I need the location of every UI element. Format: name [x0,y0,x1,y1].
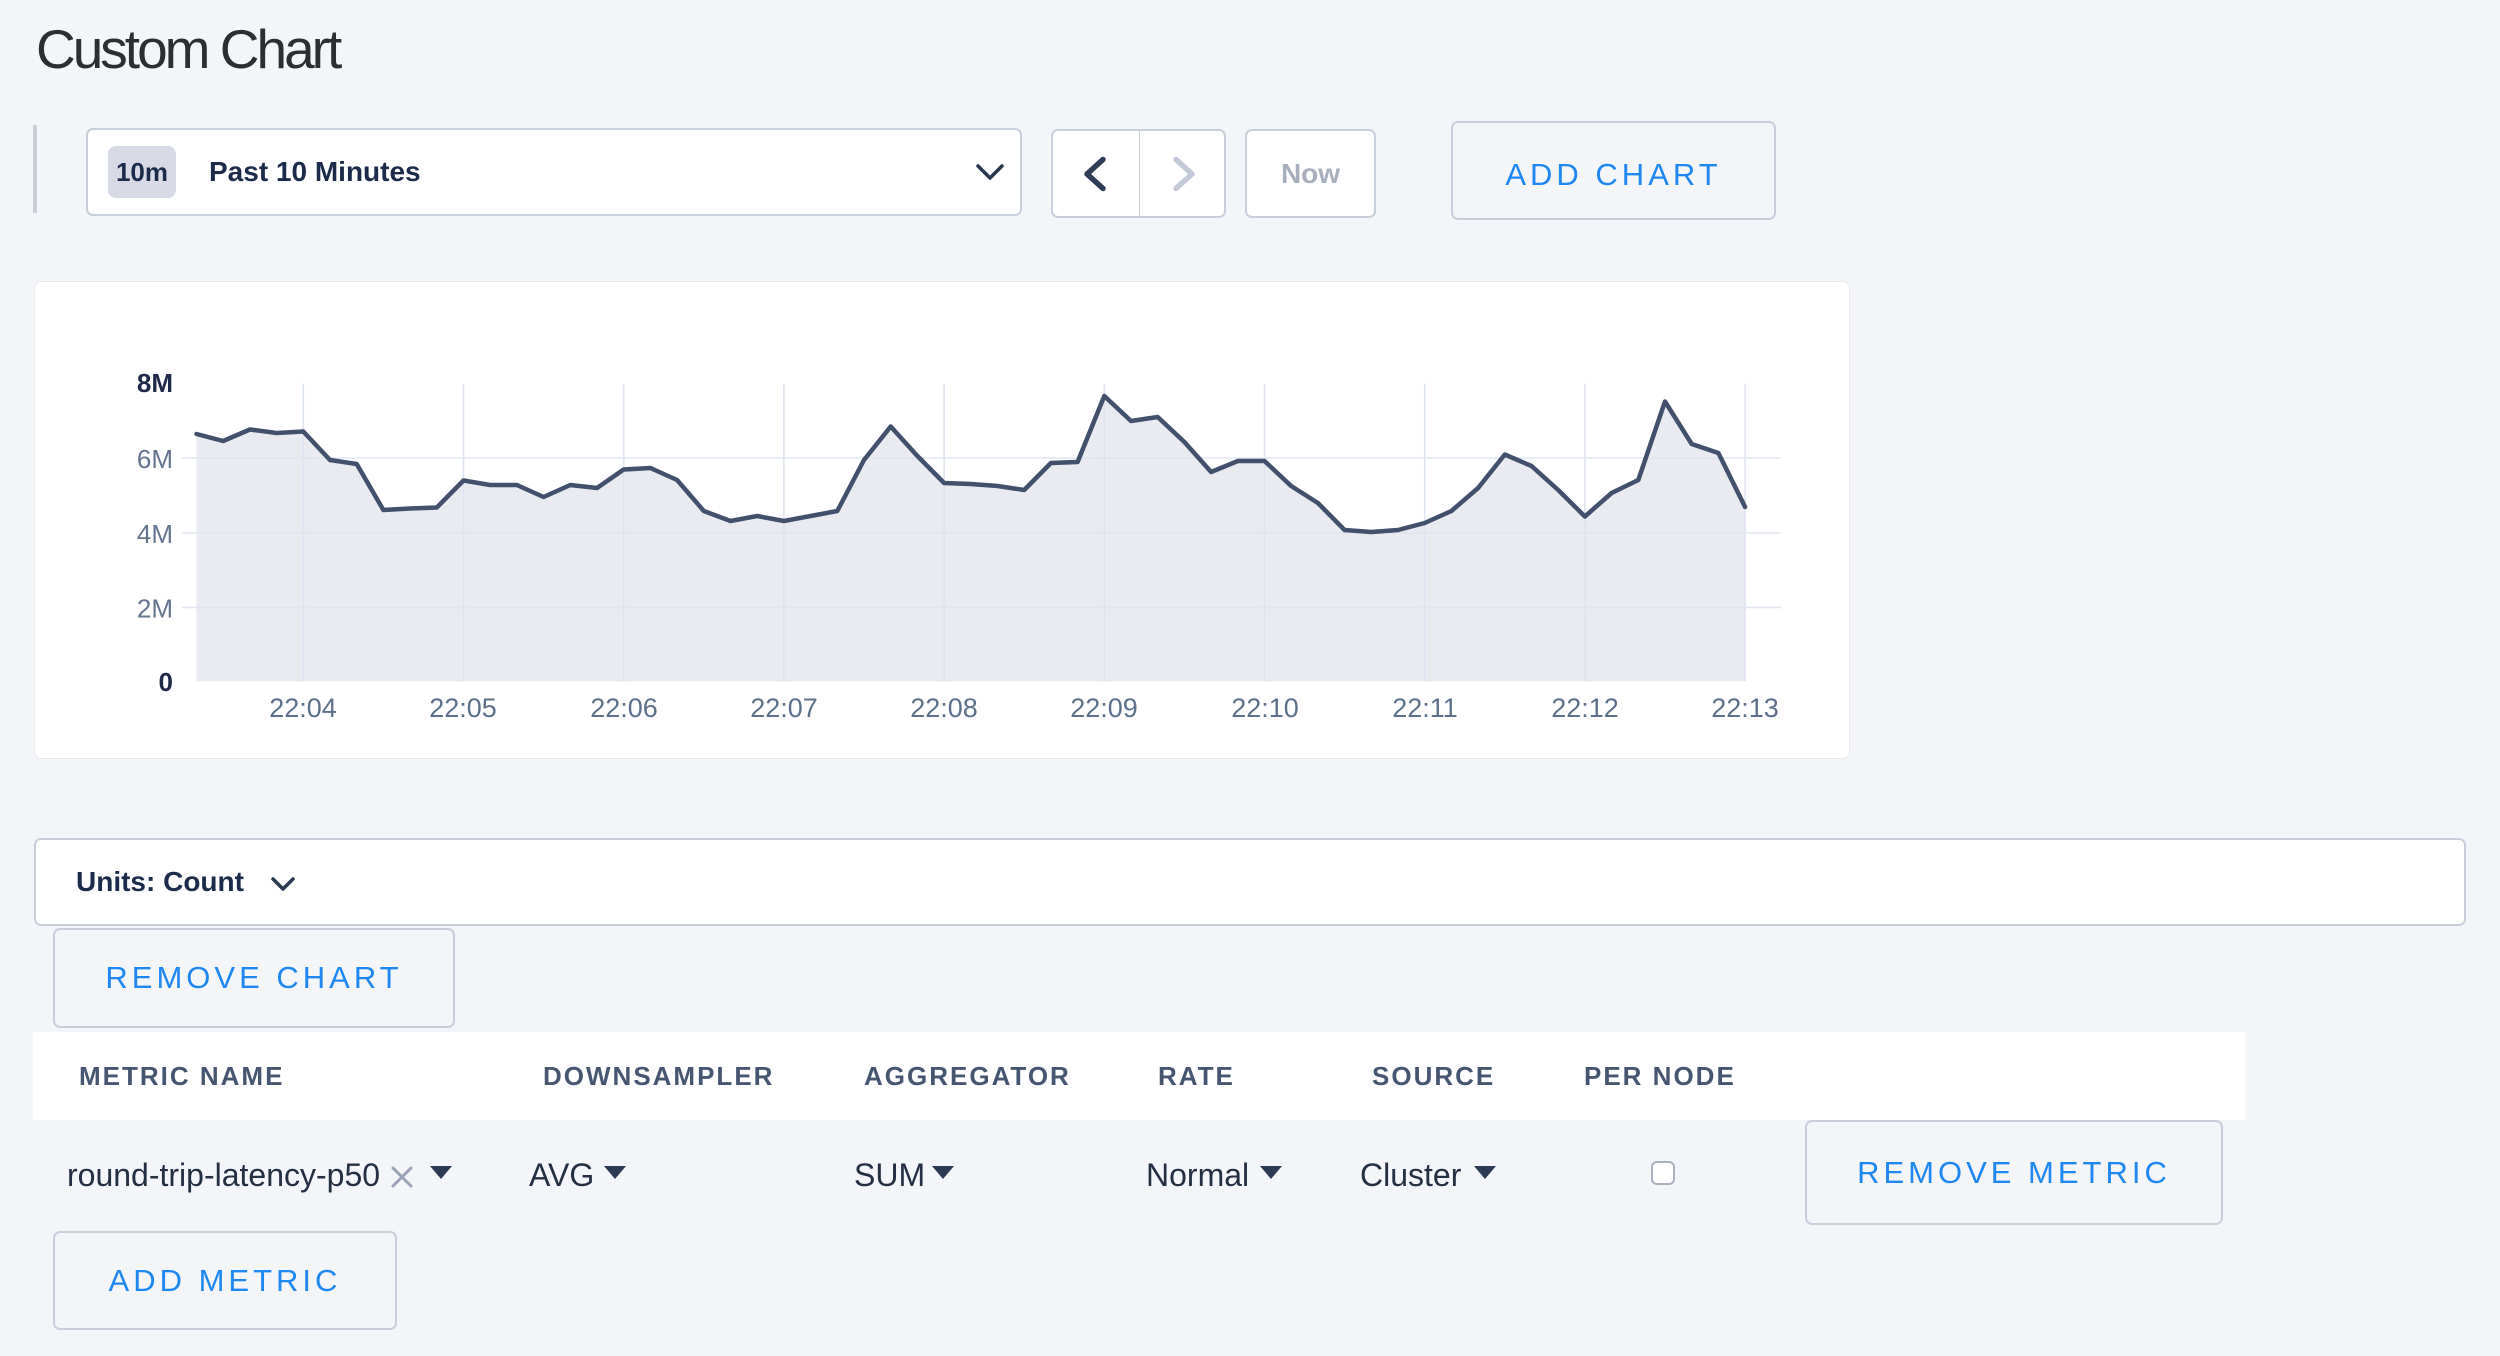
svg-text:4M: 4M [137,519,173,549]
svg-text:22:11: 22:11 [1392,693,1458,723]
svg-text:8M: 8M [137,368,173,398]
svg-text:22:12: 22:12 [1551,693,1619,723]
svg-text:22:13: 22:13 [1711,693,1779,723]
svg-text:6M: 6M [137,444,173,474]
svg-text:22:08: 22:08 [910,693,978,723]
svg-text:22:04: 22:04 [269,693,337,723]
svg-text:22:09: 22:09 [1070,693,1138,723]
svg-text:2M: 2M [137,594,173,624]
svg-text:0: 0 [159,667,173,697]
svg-text:22:06: 22:06 [590,693,658,723]
svg-text:22:05: 22:05 [429,693,497,723]
svg-text:22:10: 22:10 [1231,693,1299,723]
svg-text:22:07: 22:07 [750,693,818,723]
